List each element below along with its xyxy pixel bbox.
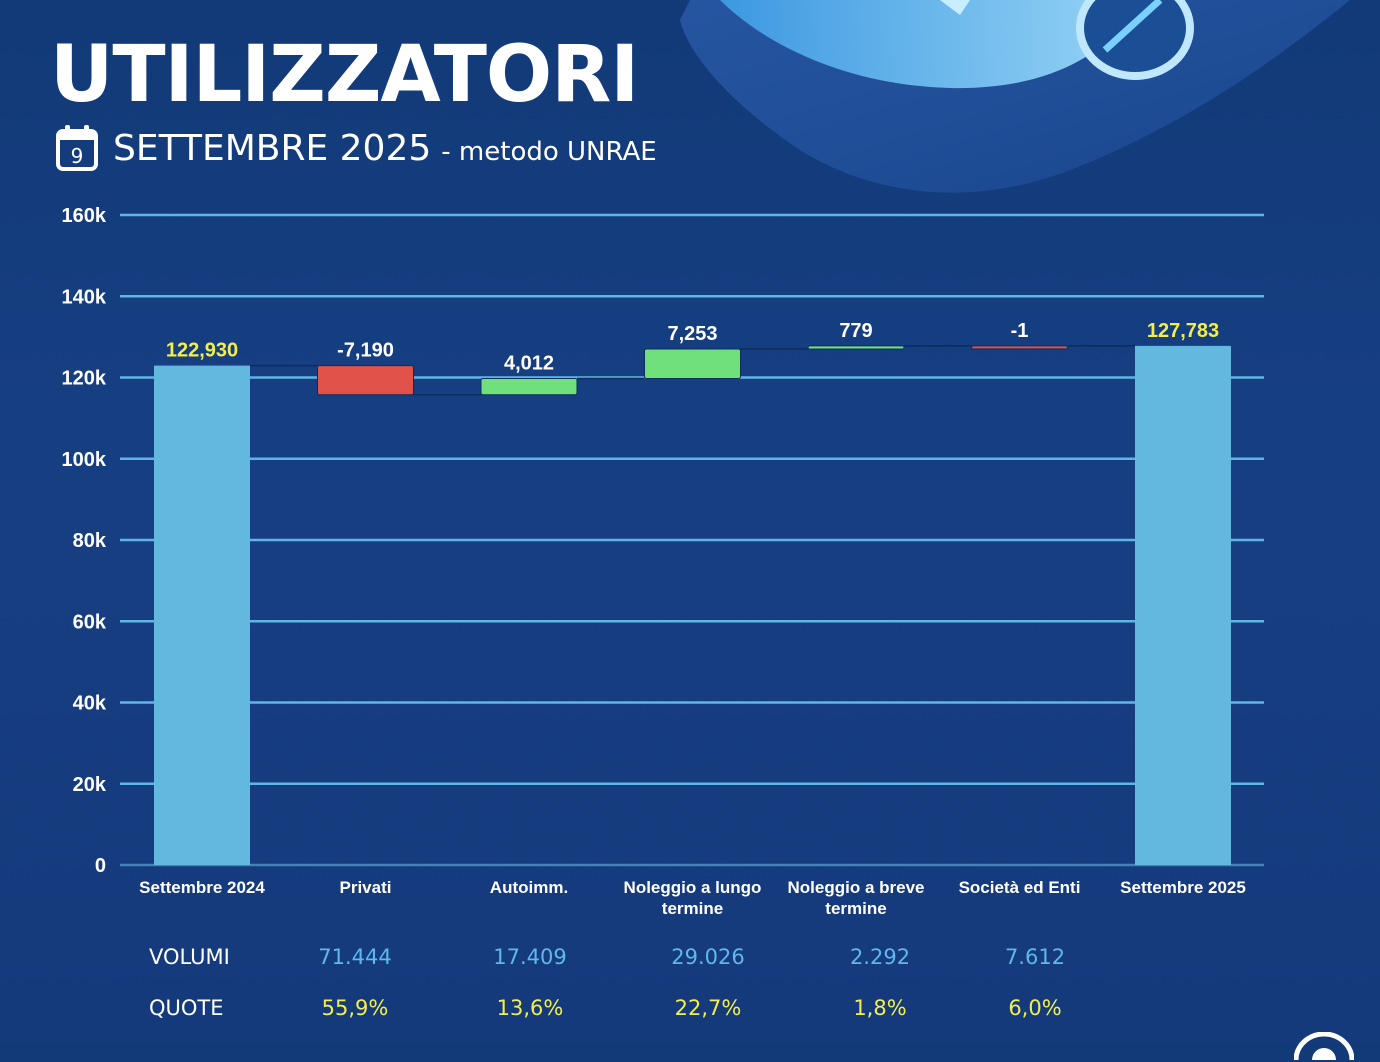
subtitle-row: 9 SETTEMBRE 2025 - metodo UNRAE <box>55 122 657 174</box>
vol-cell: 17.409 <box>493 945 567 969</box>
category-label: Settembre 2024 <box>139 878 265 897</box>
category-label: Autoimm. <box>490 878 568 897</box>
quota-cell: 22,7% <box>674 996 742 1020</box>
vol-cell: 2.292 <box>849 945 911 969</box>
row-label-vol: VOLUMI <box>149 945 230 969</box>
y-tick-label: 0 <box>95 855 106 877</box>
data-labels: 122,930 -7,190 4,012 7,253 779 -1 127,783 <box>166 320 1219 375</box>
category-label-line: termine <box>662 899 723 918</box>
data-label: -1 <box>1011 320 1029 342</box>
connectors <box>250 345 1135 396</box>
gridlines <box>120 213 1264 867</box>
y-tick-label: 140k <box>62 286 107 308</box>
waterfall-chart: 122,930 -7,190 4,012 7,253 779 -1 127,783 0 20k… <box>62 205 1264 918</box>
subtitle: SETTEMBRE 2025 <box>113 127 432 169</box>
quota-cell: 13,6% <box>496 996 564 1020</box>
brand-logo-icon <box>1294 1032 1354 1061</box>
subtitle-method: - metodo UNRAE <box>441 137 657 167</box>
data-label: -7,190 <box>337 340 394 362</box>
bar-noleggio-a-lungo-termine <box>644 348 741 380</box>
quota-cell: 55,9% <box>321 996 389 1020</box>
vol-cell: 29.026 <box>671 945 745 969</box>
y-tick-label: 120k <box>62 368 107 390</box>
row-label-quota: QUOTE <box>149 996 224 1020</box>
category-label-line: Settembre 2025 <box>1120 878 1246 897</box>
bar-societ-ed-enti <box>971 345 1068 350</box>
category-label: Società ed Enti <box>959 878 1081 897</box>
y-tick-label: 100k <box>62 449 107 471</box>
category-label-line: termine <box>825 899 886 918</box>
bars <box>154 345 1231 865</box>
category-label-line: Autoimm. <box>490 878 568 897</box>
bar-settembre-2025 <box>1135 345 1231 865</box>
category-label: Noleggio a lungo termine <box>624 878 762 918</box>
bar-noleggio-a-breve-termine <box>807 345 905 350</box>
category-label: Privati <box>340 878 392 897</box>
bar-privati <box>317 365 414 396</box>
bar-settembre-2024 <box>154 365 250 865</box>
vol-cell: 7.612 <box>1004 945 1066 969</box>
data-label: 4,012 <box>504 353 554 375</box>
category-label-line: Noleggio a breve <box>788 878 925 897</box>
quota-cell: 1,8% <box>853 996 907 1020</box>
y-tick-label: 20k <box>73 774 107 796</box>
y-tick-label: 40k <box>73 693 107 715</box>
data-label: 122,930 <box>166 340 238 362</box>
category-label-line: Settembre 2024 <box>139 878 265 897</box>
category-label-line: Privati <box>340 878 392 897</box>
y-tick-label: 160k <box>62 205 107 227</box>
y-tick-label: 80k <box>73 530 107 552</box>
page-title: UTILIZZATORI <box>50 30 639 120</box>
data-label: 127,783 <box>1147 320 1219 342</box>
quota-cell: 6,0% <box>1008 996 1062 1020</box>
category-label: Noleggio a breve termine <box>788 878 925 918</box>
category-label: Settembre 2025 <box>1120 878 1246 897</box>
category-label-line: Società ed Enti <box>959 878 1081 897</box>
calendar-icon: 9 <box>56 125 98 171</box>
calendar-day: 9 <box>71 144 84 168</box>
data-label: 779 <box>839 320 872 342</box>
data-label: 7,253 <box>667 323 717 345</box>
bar-autoimm- <box>480 378 578 396</box>
vol-cell: 71.444 <box>318 945 392 969</box>
y-tick-label: 60k <box>73 611 107 633</box>
category-label-line: Noleggio a lungo <box>624 878 762 897</box>
y-axis-ticks: 0 20k 40k 60k 80k 100k 120k 140k 160k <box>62 205 107 877</box>
x-axis-categories: Settembre 2024 Privati Autoimm. Noleggio a … <box>139 878 1246 918</box>
